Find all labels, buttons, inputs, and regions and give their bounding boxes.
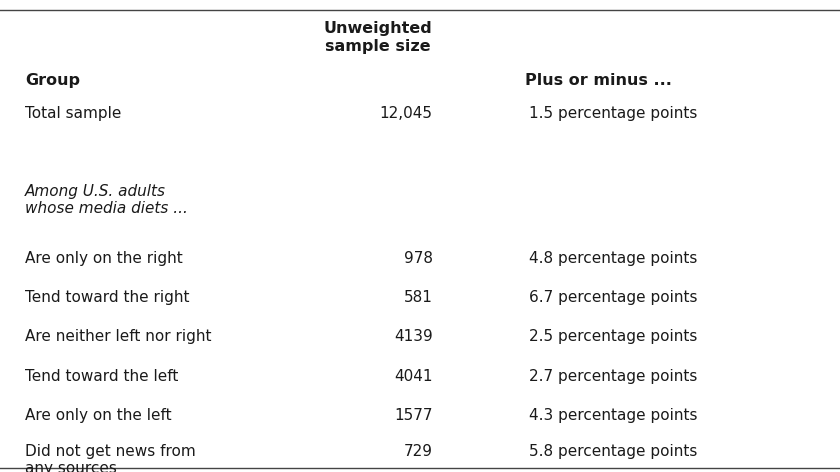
Text: 1.5 percentage points: 1.5 percentage points [529, 106, 697, 121]
Text: 1577: 1577 [394, 408, 433, 423]
Text: Unweighted
sample size: Unweighted sample size [323, 21, 433, 54]
Text: 2.5 percentage points: 2.5 percentage points [529, 329, 697, 345]
Text: Did not get news from
any sources: Did not get news from any sources [25, 444, 196, 472]
Text: Are only on the left: Are only on the left [25, 408, 172, 423]
Text: 6.7 percentage points: 6.7 percentage points [529, 290, 698, 305]
Text: 2.7 percentage points: 2.7 percentage points [529, 369, 697, 384]
Text: 4139: 4139 [394, 329, 433, 345]
Text: 581: 581 [404, 290, 433, 305]
Text: 978: 978 [403, 251, 433, 266]
Text: 4.8 percentage points: 4.8 percentage points [529, 251, 697, 266]
Text: Tend toward the left: Tend toward the left [25, 369, 179, 384]
Text: Are only on the right: Are only on the right [25, 251, 183, 266]
Text: 4.3 percentage points: 4.3 percentage points [529, 408, 698, 423]
Text: Total sample: Total sample [25, 106, 122, 121]
Text: 12,045: 12,045 [380, 106, 433, 121]
Text: Tend toward the right: Tend toward the right [25, 290, 190, 305]
Text: 729: 729 [403, 444, 433, 459]
Text: Group: Group [25, 73, 80, 88]
Text: Among U.S. adults
whose media diets ...: Among U.S. adults whose media diets ... [25, 184, 188, 217]
Text: Plus or minus ...: Plus or minus ... [525, 73, 672, 88]
Text: 4041: 4041 [394, 369, 433, 384]
Text: Are neither left nor right: Are neither left nor right [25, 329, 212, 345]
Text: 5.8 percentage points: 5.8 percentage points [529, 444, 697, 459]
